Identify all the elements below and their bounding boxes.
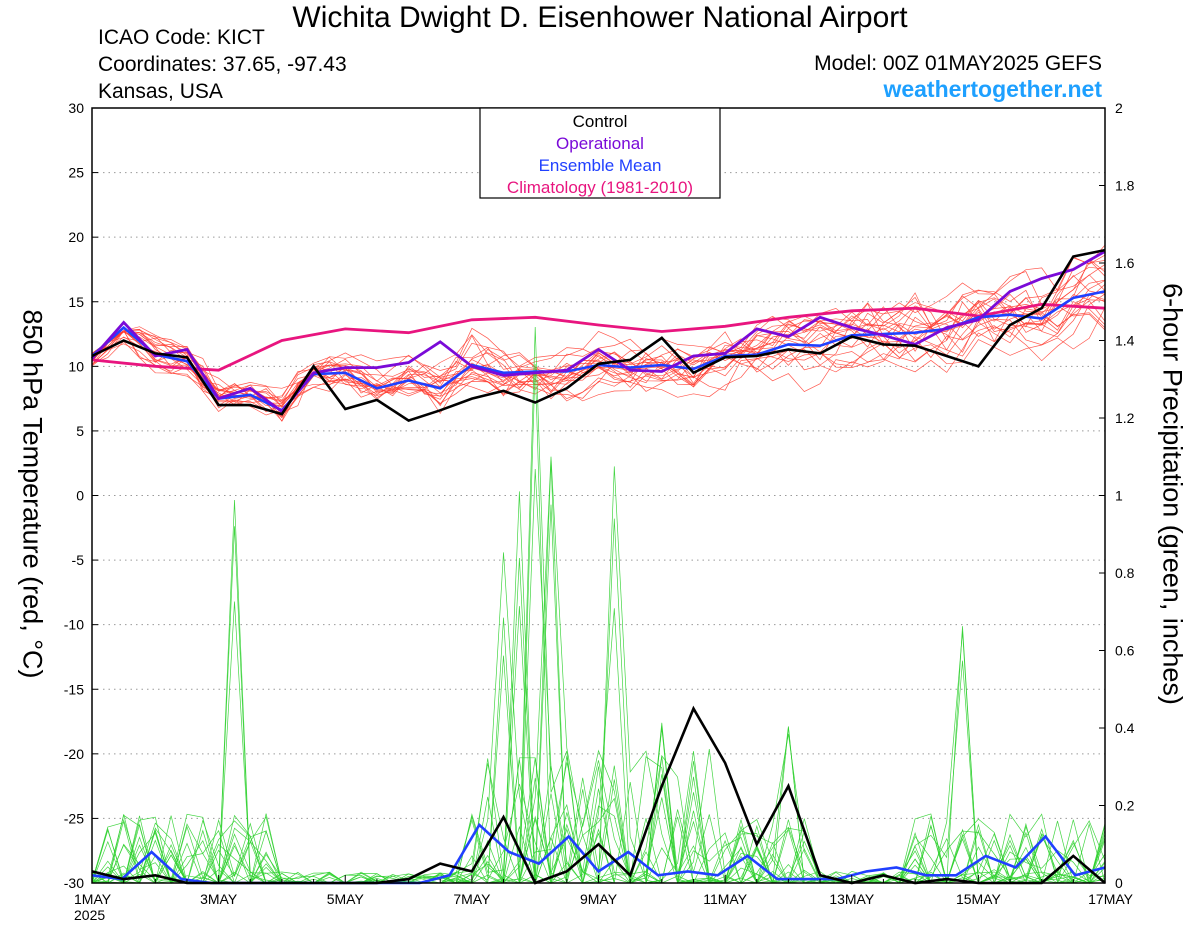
y-right-tick-label: 2 [1115, 100, 1123, 116]
y-left-tick-label: 15 [68, 294, 84, 310]
y-left-tick-label: -15 [64, 681, 84, 697]
x-tick-label: 1MAY [74, 891, 112, 907]
y-right-tick-label: 1 [1115, 488, 1123, 504]
y-right-tick-label: 1.2 [1115, 410, 1135, 426]
precipitation-member-line [91, 491, 1106, 884]
operational-temperature-line [90, 250, 1106, 414]
y-right-tick-label: 0.8 [1115, 565, 1135, 581]
region: Kansas, USA [98, 80, 223, 103]
control-temperature-line [91, 248, 1106, 423]
y-right-tick-label: 1.8 [1115, 178, 1135, 194]
x-tick-label: 11MAY [703, 891, 747, 907]
y-left-tick-label: 10 [68, 358, 84, 374]
model-run: Model: 00Z 01MAY2025 GEFS [814, 52, 1102, 75]
x-tick-label: 3MAY [200, 891, 238, 907]
precipitation-member-line [92, 364, 1106, 885]
y-right-tick-label: 0.4 [1115, 720, 1135, 736]
coordinates: Coordinates: 37.65, -97.43 [98, 53, 347, 76]
temperature-member-line [91, 258, 1106, 408]
temperature-member-line [91, 274, 1106, 400]
website-link[interactable]: weathertogether.net [883, 76, 1102, 102]
temperature-member-line [91, 244, 1106, 400]
temperature-member-line [91, 254, 1106, 397]
legend: Control Operational Ensemble Mean Climatolo… [479, 107, 721, 199]
precipitation-member-line [92, 504, 1105, 884]
y-left-tick-label: 25 [68, 165, 84, 181]
y-left-tick-label: 5 [76, 423, 84, 439]
legend-entry: Operational [556, 134, 644, 153]
y-left-tick-label: -5 [72, 552, 85, 568]
precipitation-member-line [91, 760, 1106, 884]
legend-entry: Ensemble Mean [539, 156, 662, 175]
x-tick-label: 9MAY [580, 891, 618, 907]
y-left-tick-label: 0 [76, 488, 84, 504]
y-left-tick-label: -30 [64, 875, 84, 891]
legend-entry: Climatology (1981-2010) [507, 178, 693, 197]
x-year-label: 2025 [74, 907, 105, 923]
precipitation-member-line [91, 326, 1105, 884]
axes: 302520151050-5-10-15-20-25-3021.81.61.41… [64, 100, 1135, 923]
main-series [90, 248, 1106, 885]
y-right-tick-label: 1.4 [1115, 333, 1135, 349]
temperature-member-line [91, 280, 1106, 405]
icao-code: ICAO Code: KICT [98, 26, 265, 49]
precipitation-member-line [91, 468, 1106, 884]
temperature-member-line [91, 259, 1106, 408]
x-tick-label: 7MAY [453, 891, 491, 907]
y-left-tick-label: -20 [64, 746, 84, 762]
ensemble-members [91, 244, 1106, 885]
x-tick-label: 15MAY [956, 891, 1002, 907]
x-tick-label: 13MAY [829, 891, 875, 907]
y-left-tick-label: -25 [64, 810, 84, 826]
precipitation-member-line [91, 466, 1106, 884]
y-left-tick-label: 30 [68, 100, 84, 116]
precipitation-member-line [91, 456, 1106, 885]
temperature-member-line [91, 289, 1106, 419]
y-right-tick-label: 1.6 [1115, 255, 1135, 271]
legend-entry: Control [573, 112, 628, 131]
x-tick-label: 17MAY [1088, 891, 1134, 907]
temperature-member-line [91, 274, 1106, 417]
legend-box [479, 107, 721, 199]
y-left-tick-label: -10 [64, 617, 84, 633]
y-right-tick-label: 0.6 [1115, 643, 1135, 659]
y-right-tick-label: 0.2 [1115, 798, 1135, 814]
y-right-tick-label: 0 [1115, 875, 1123, 891]
precipitation-member-line [92, 460, 1106, 885]
climatology-line [91, 302, 1106, 372]
y-left-tick-label: 20 [68, 229, 84, 245]
chart-title: Wichita Dwight D. Eisenhower National Ai… [292, 1, 908, 34]
x-tick-label: 5MAY [327, 891, 365, 907]
temperature-member-line [91, 266, 1106, 404]
